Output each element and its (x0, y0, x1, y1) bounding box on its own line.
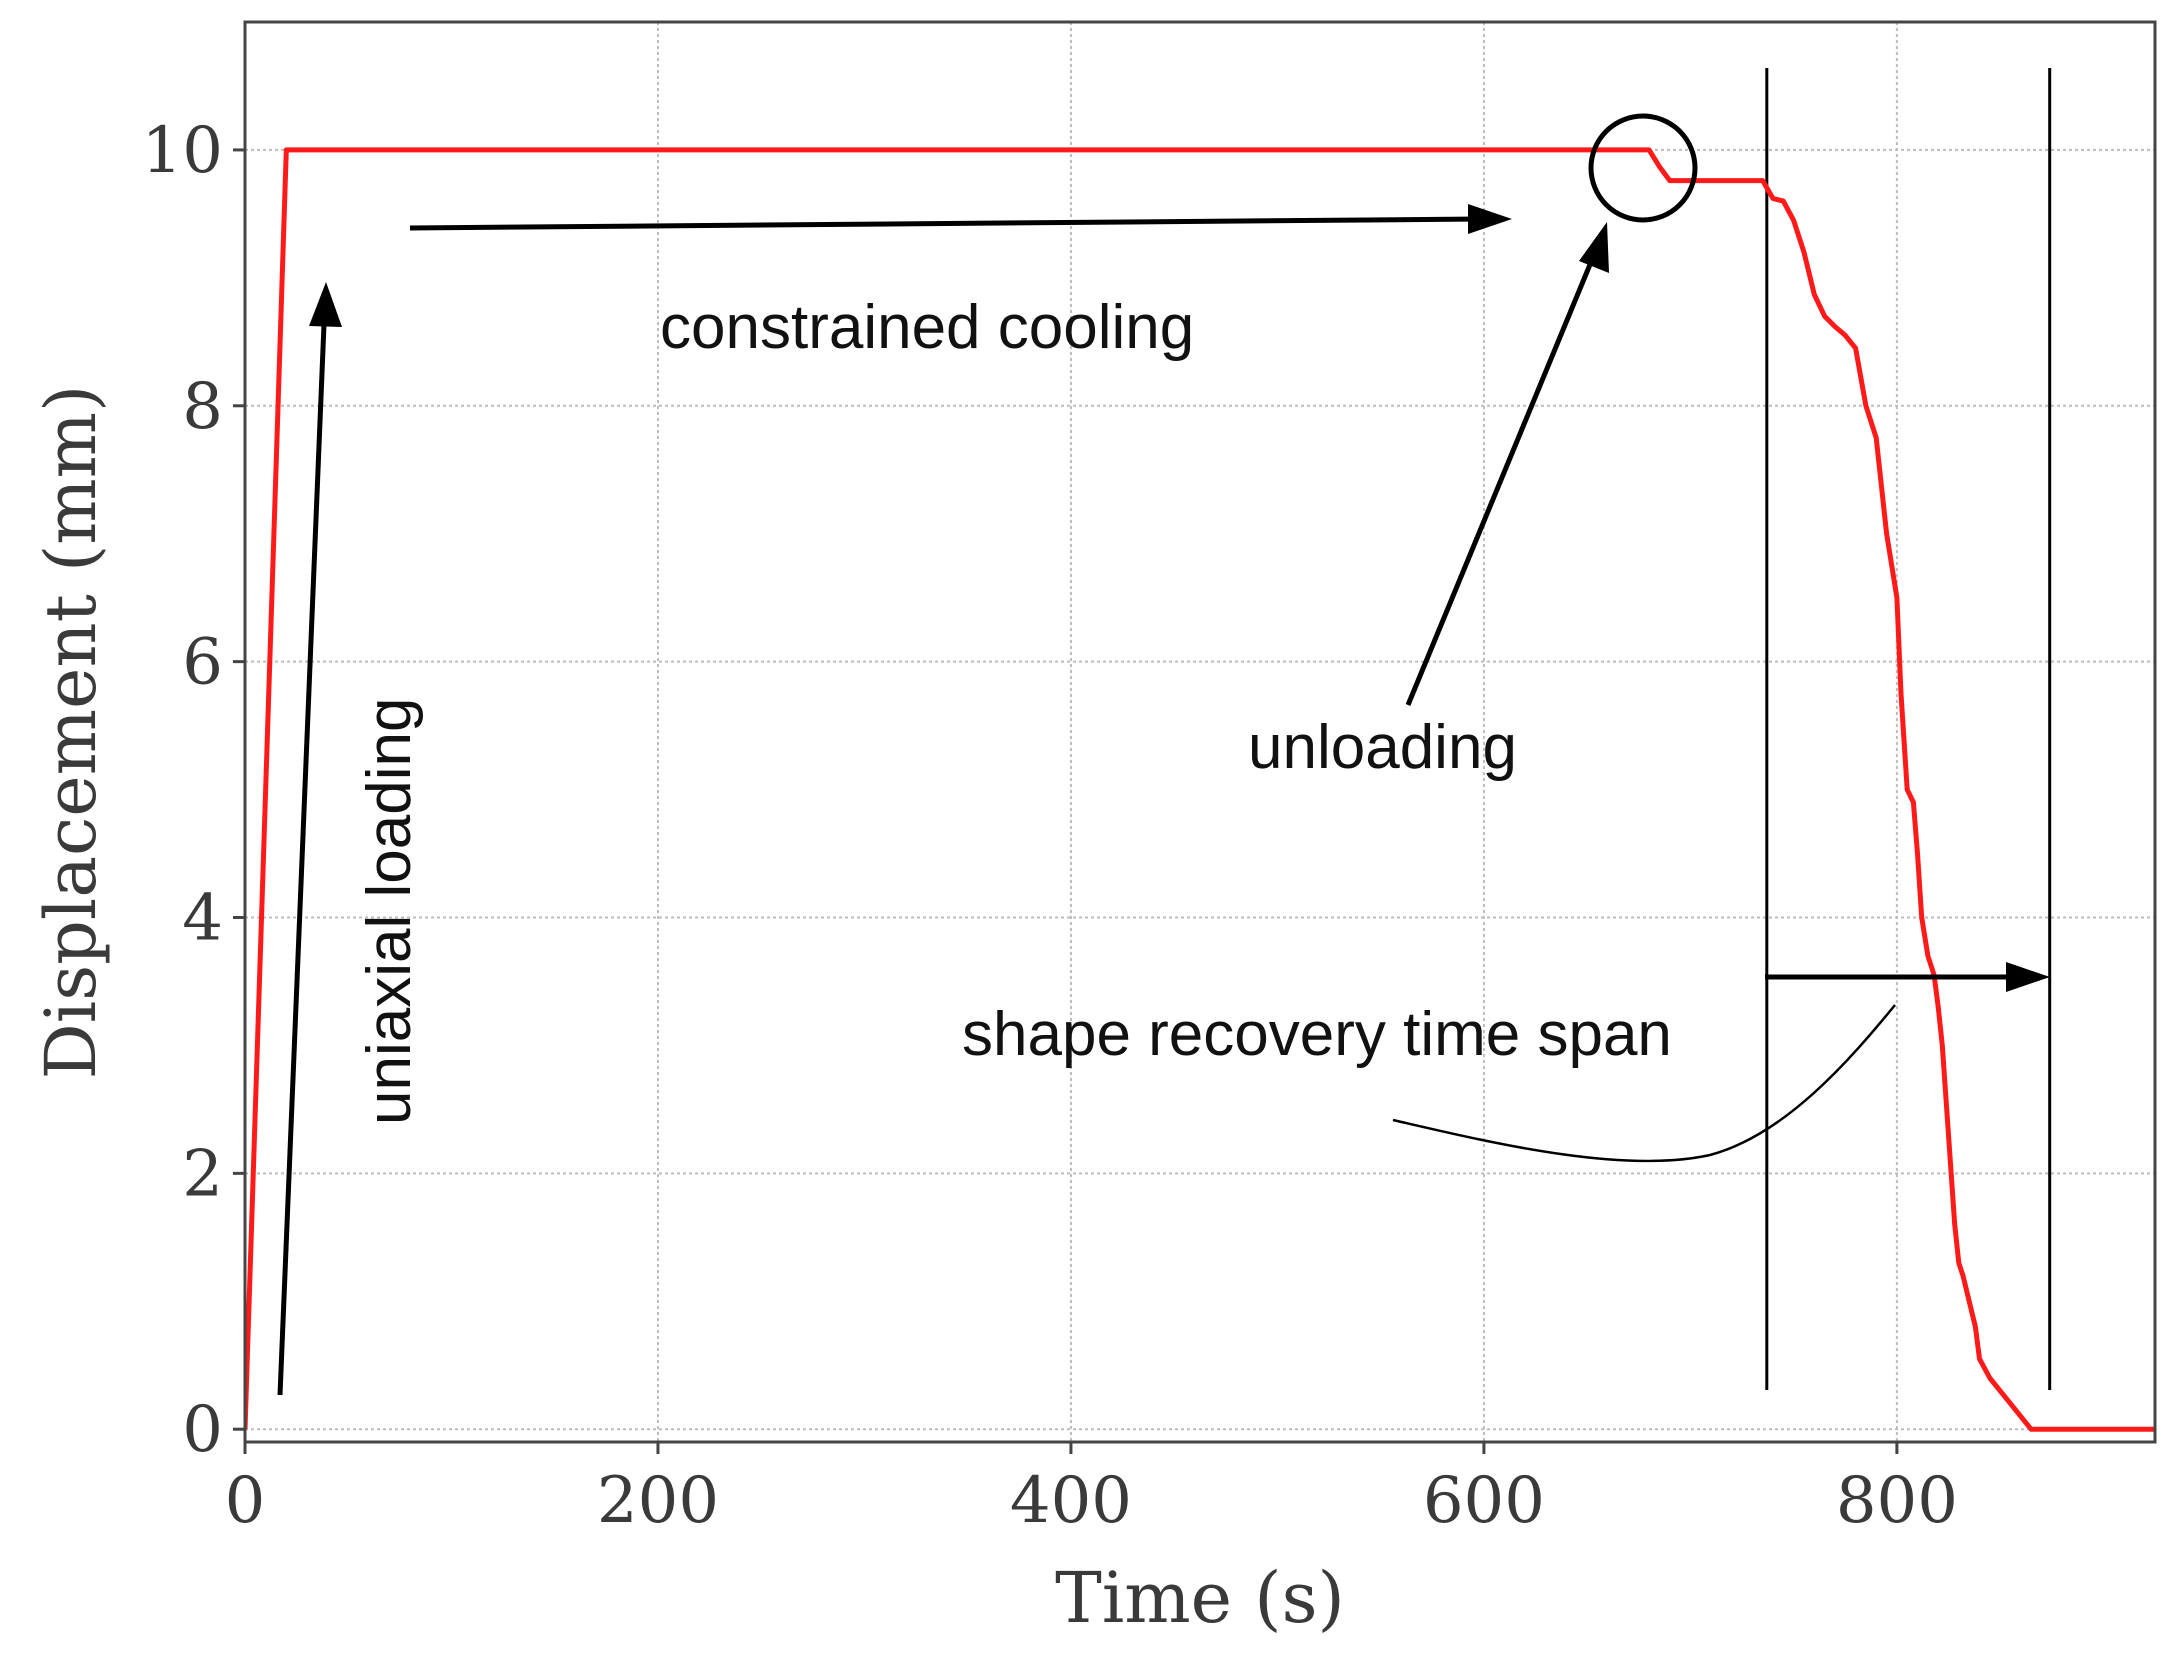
recovery-arrowhead (2006, 962, 2050, 992)
cooling-arrow (409, 216, 1481, 231)
y-tick-label: 8 (182, 370, 223, 444)
y-tick-label: 6 (182, 626, 223, 700)
plot-area (245, 22, 2155, 1442)
unloading-arrow (1405, 249, 1599, 706)
annotation-constrained-cooling: constrained cooling (660, 293, 1194, 362)
y-tick-label: 4 (182, 881, 223, 955)
loading-arrow (277, 299, 328, 1396)
y-tick-label: 2 (182, 1137, 223, 1211)
y-tick-label: 0 (182, 1393, 223, 1467)
loading-arrowhead (309, 282, 342, 327)
recovery-leader-curve (1392, 1004, 1896, 1163)
y-tick-label: 10 (142, 114, 223, 188)
unloading-arrowhead (1579, 222, 1609, 273)
annotation-uniaxial-loading: uniaxial loading (355, 698, 424, 1125)
annotation-unloading: unloading (1248, 713, 1517, 782)
annotation-shape-recovery-time-span: shape recovery time span (962, 1000, 1672, 1069)
plot-frame (243, 20, 2157, 1444)
x-tick-label: 800 (1836, 1464, 1958, 1538)
x-tick-label: 600 (1423, 1464, 1545, 1538)
x-tick-label: 0 (225, 1464, 266, 1538)
x-tick-label: 400 (1010, 1464, 1132, 1538)
displacement-line (245, 147, 2155, 1432)
unloading-circle (1588, 113, 1698, 223)
cooling-arrowhead (1468, 204, 1512, 234)
axis-ticks: 0 200 400 600 800 0 2 4 6 8 10 (142, 114, 1958, 1538)
x-axis-label: Time (s) (1055, 1557, 1345, 1639)
x-tick-label: 200 (597, 1464, 719, 1538)
y-axis-label: Displacement (mm) (30, 385, 112, 1080)
recovery-bounds (1765, 68, 2052, 1390)
